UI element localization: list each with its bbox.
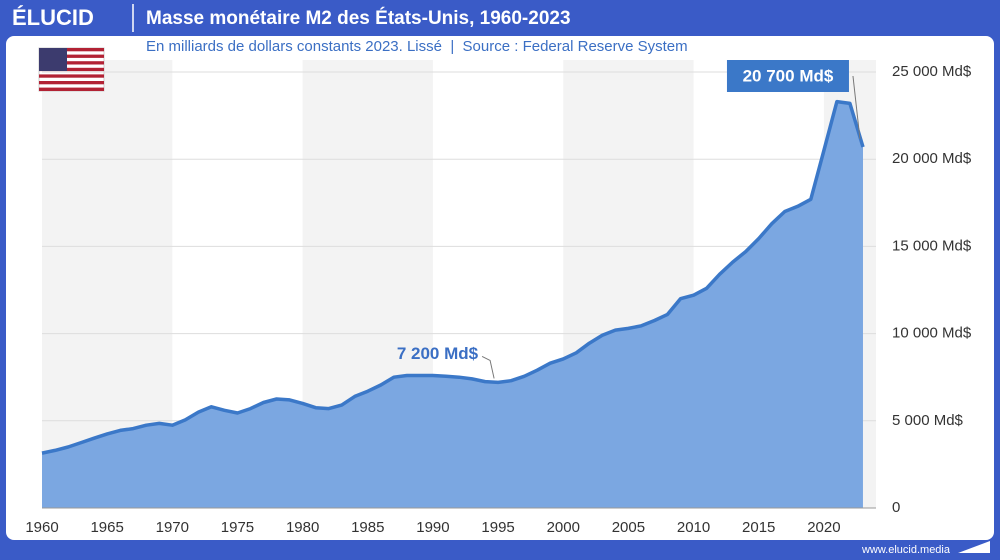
x-tick-label: 1985 bbox=[351, 519, 384, 536]
y-tick-label: 20 000 Md$ bbox=[892, 150, 972, 167]
x-tick-label: 1990 bbox=[416, 519, 449, 536]
x-tick-label: 1980 bbox=[286, 519, 319, 536]
y-tick-label: 0 bbox=[892, 499, 900, 516]
value-label: 20 700 Md$ bbox=[743, 66, 834, 85]
y-tick-label: 15 000 Md$ bbox=[892, 237, 972, 254]
label-box bbox=[726, 60, 849, 92]
x-tick-label: 1975 bbox=[221, 519, 254, 536]
flag bbox=[38, 47, 105, 92]
y-tick-label: 25 000 Md$ bbox=[892, 63, 972, 80]
leader-line bbox=[852, 75, 861, 140]
leader-line bbox=[481, 355, 495, 379]
footer-logo bbox=[958, 541, 990, 553]
chart-title: Masse monétaire M2 des États-Unis, 1960-… bbox=[146, 7, 571, 29]
x-tick-label: 2020 bbox=[807, 519, 840, 536]
y-tick-label: 5 000 Md$ bbox=[892, 412, 964, 429]
x-tick-label: 2005 bbox=[612, 519, 645, 536]
line bbox=[41, 99, 865, 455]
website: www.elucid.media bbox=[861, 544, 951, 556]
x-tick-label: 1965 bbox=[90, 519, 123, 536]
x-tick-label: 2000 bbox=[547, 519, 580, 536]
x-tick-label: 1960 bbox=[25, 519, 58, 536]
x-tick-label: 1970 bbox=[156, 519, 189, 536]
y-tick-label: 10 000 Md$ bbox=[892, 325, 972, 342]
area bbox=[42, 101, 863, 508]
value-label: 7 200 Md$ bbox=[397, 344, 479, 363]
brand: ÉLUCID bbox=[12, 5, 94, 30]
x-tick-label: 1995 bbox=[481, 519, 514, 536]
x-tick-label: 2015 bbox=[742, 519, 775, 536]
chart-subtitle: En milliards de dollars constants 2023. … bbox=[146, 38, 688, 55]
x-tick-label: 2010 bbox=[677, 519, 710, 536]
